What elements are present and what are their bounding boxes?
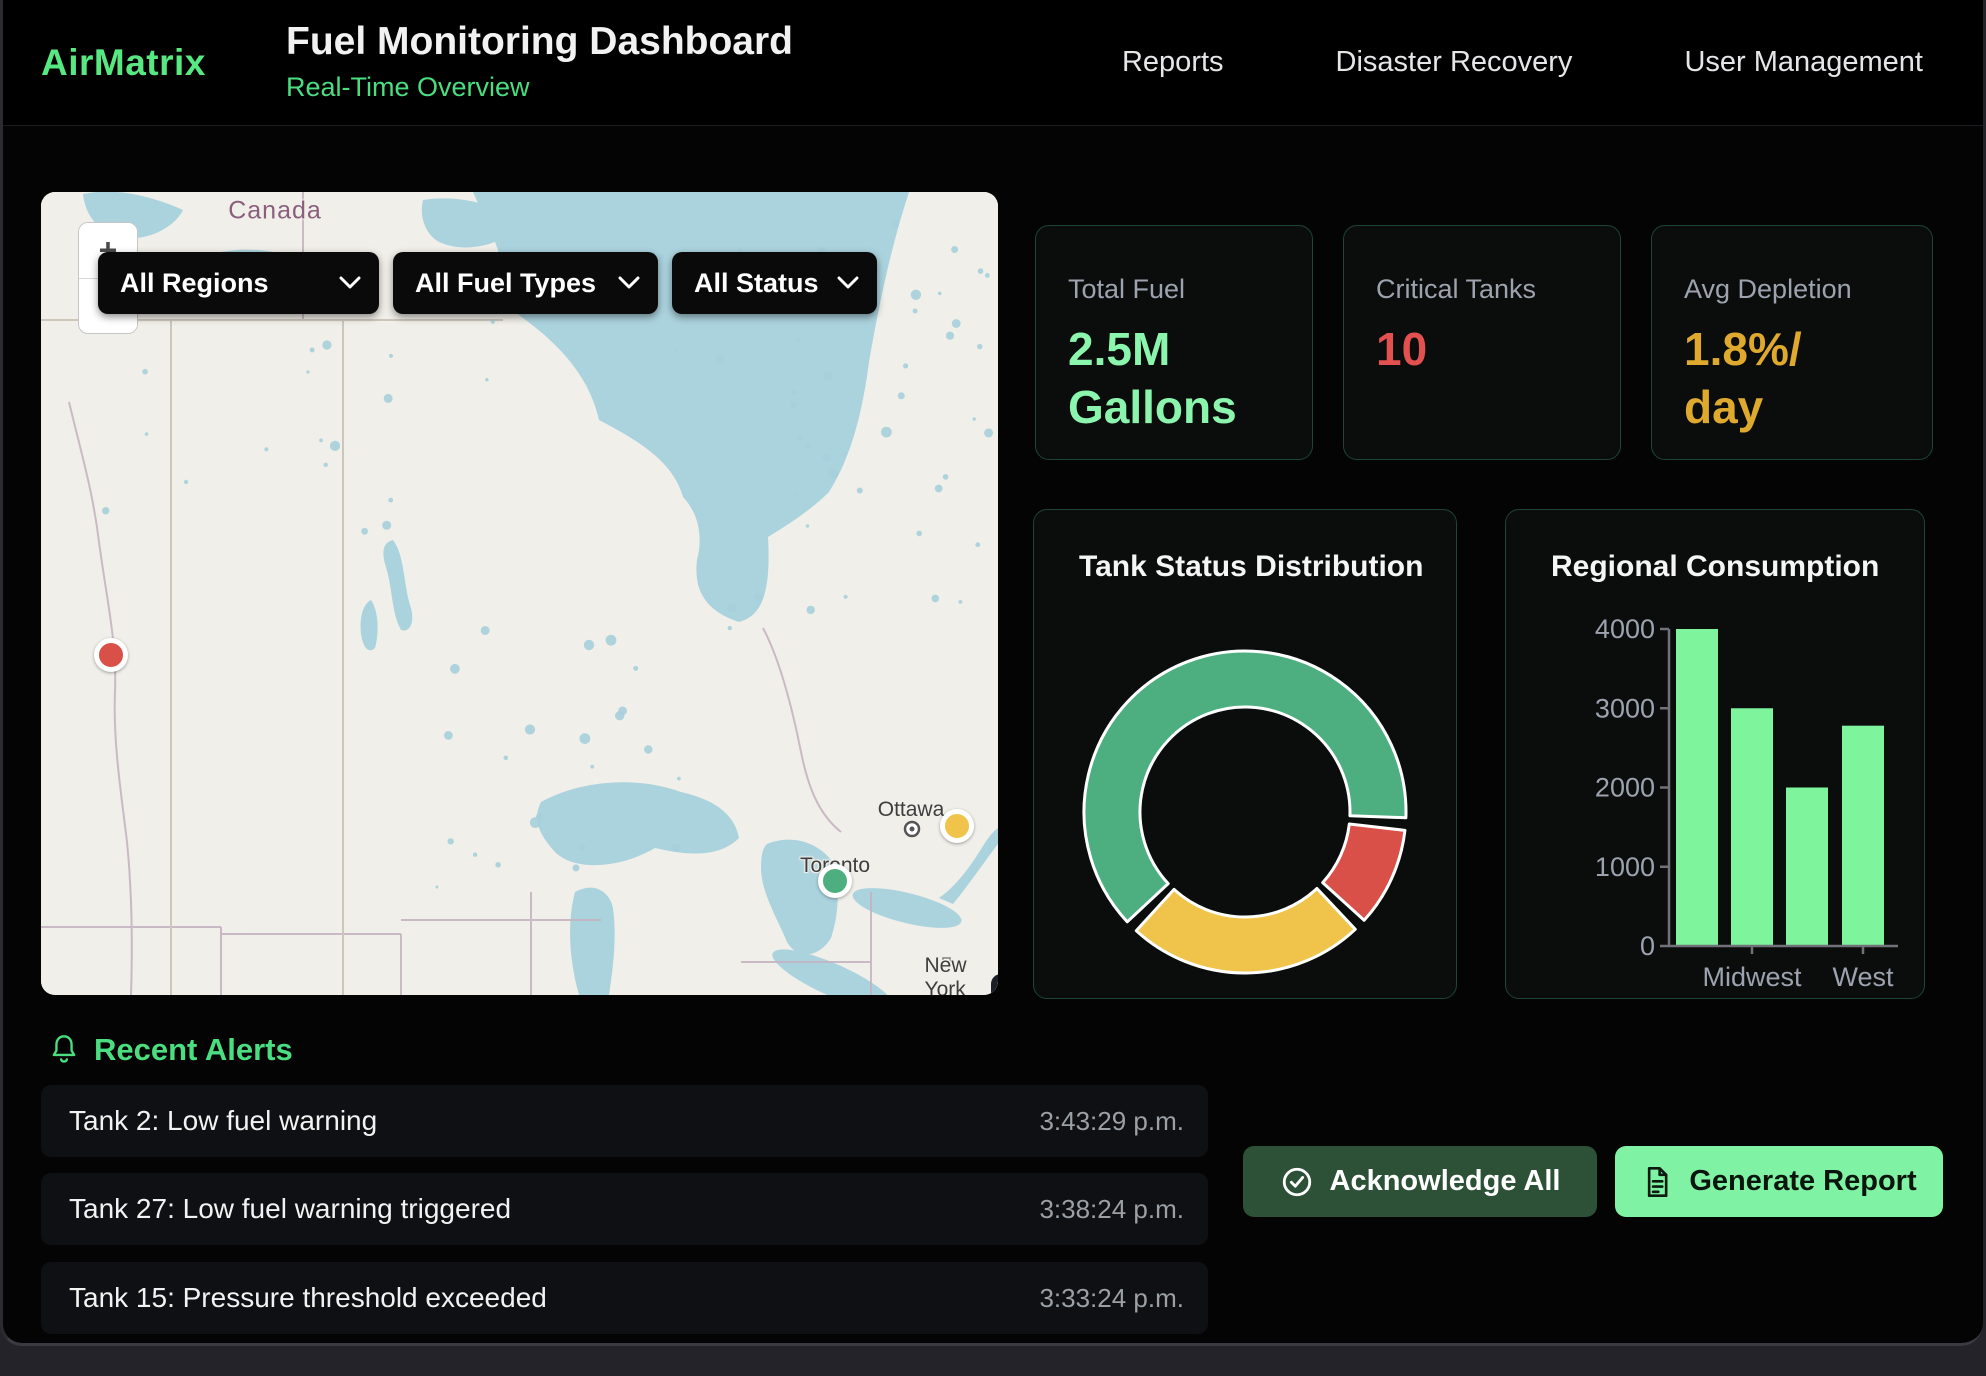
dashboard-root: AirMatrix Fuel Monitoring Dashboard Real… xyxy=(0,0,1983,1346)
stat-card-critical-tanks: Critical Tanks 10 xyxy=(1343,225,1621,460)
svg-text:1000: 1000 xyxy=(1595,852,1655,882)
nav-user-management[interactable]: User Management xyxy=(1684,46,1923,79)
stat-value-critical-tanks: 10 xyxy=(1376,321,1588,379)
nav-disaster-recovery[interactable]: Disaster Recovery xyxy=(1336,46,1573,79)
map-label-new-york: New York xyxy=(925,954,974,995)
status-filter-value: All Status xyxy=(694,268,819,299)
nav-reports[interactable]: Reports xyxy=(1122,46,1224,79)
alert-timestamp: 3:33:24 p.m. xyxy=(1039,1262,1184,1334)
map-label-canada: Canada xyxy=(228,197,322,226)
stat-cards-row: Total Fuel 2.5MGallons Critical Tanks 10… xyxy=(1035,225,1933,460)
acknowledge-all-label: Acknowledge All xyxy=(1330,1165,1561,1198)
chevron-down-icon xyxy=(618,276,640,290)
svg-text:4000: 4000 xyxy=(1595,614,1655,644)
app-logo: AirMatrix xyxy=(41,42,206,84)
generate-report-label: Generate Report xyxy=(1689,1165,1916,1198)
fuel-type-filter-value: All Fuel Types xyxy=(415,268,596,299)
region-filter-select[interactable]: All Regions xyxy=(98,252,379,314)
stat-value-total-fuel: 2.5MGallons xyxy=(1068,321,1280,436)
tank-marker-critical[interactable] xyxy=(94,638,128,672)
tank-marker-warning[interactable] xyxy=(940,809,974,843)
tank-marker-normal[interactable] xyxy=(818,864,852,898)
alerts-title: Recent Alerts xyxy=(94,1032,293,1068)
page-subtitle: Real-Time Overview xyxy=(286,72,793,103)
map-label-ottawa: Ottawa xyxy=(878,798,945,822)
stat-label: Avg Depletion xyxy=(1684,274,1900,305)
acknowledge-all-button[interactable]: Acknowledge All xyxy=(1243,1146,1597,1217)
page-title: Fuel Monitoring Dashboard xyxy=(286,20,793,64)
svg-text:3000: 3000 xyxy=(1595,693,1655,723)
alerts-header: Recent Alerts xyxy=(48,1032,293,1068)
svg-text:2000: 2000 xyxy=(1595,773,1655,803)
region-filter-value: All Regions xyxy=(120,268,269,299)
regional-consumption-bar-chart: 0 1000 2000 3000 4000 Midwest West xyxy=(1506,510,1926,1000)
status-filter-select[interactable]: All Status xyxy=(672,252,877,314)
alert-message: Tank 2: Low fuel warning xyxy=(69,1085,377,1157)
header: AirMatrix Fuel Monitoring Dashboard Real… xyxy=(3,0,1983,126)
generate-report-button[interactable]: Generate Report xyxy=(1615,1146,1943,1217)
svg-text:Midwest: Midwest xyxy=(1702,962,1802,992)
map-filter-bar: All Regions All Fuel Types All Status xyxy=(98,252,877,314)
document-icon xyxy=(1641,1165,1673,1199)
alert-row-2: Tank 27: Low fuel warning triggered 3:38… xyxy=(41,1173,1208,1245)
bell-icon xyxy=(48,1033,80,1067)
stat-card-total-fuel: Total Fuel 2.5MGallons xyxy=(1035,225,1313,460)
alert-message: Tank 15: Pressure threshold exceeded xyxy=(69,1262,547,1334)
stat-label: Total Fuel xyxy=(1068,274,1280,305)
regional-consumption-panel: Regional Consumption 01000200030004000Mi… xyxy=(1505,509,1925,999)
main-nav: Reports Disaster Recovery User Managemen… xyxy=(1122,0,1923,125)
alert-row-3: Tank 15: Pressure threshold exceeded 3:3… xyxy=(41,1262,1208,1334)
fuel-type-filter-select[interactable]: All Fuel Types xyxy=(393,252,658,314)
tank-status-donut-chart xyxy=(1034,510,1458,1000)
chevron-down-icon xyxy=(837,276,859,290)
svg-text:West: West xyxy=(1832,962,1894,992)
alert-message: Tank 27: Low fuel warning triggered xyxy=(69,1173,511,1245)
fuel-map[interactable]: Canada Ottawa Toronto New York + − All R… xyxy=(41,192,998,995)
tank-status-panel: Tank Status Distribution xyxy=(1033,509,1457,999)
alert-timestamp: 3:38:24 p.m. xyxy=(1039,1173,1184,1245)
chevron-down-icon xyxy=(339,276,361,290)
stat-card-avg-depletion: Avg Depletion 1.8%/day xyxy=(1651,225,1933,460)
alert-row-1: Tank 2: Low fuel warning 3:43:29 p.m. xyxy=(41,1085,1208,1157)
map-resize-handle[interactable] xyxy=(991,974,998,995)
stat-label: Critical Tanks xyxy=(1376,274,1588,305)
alert-timestamp: 3:43:29 p.m. xyxy=(1039,1085,1184,1157)
charts-row: Tank Status Distribution Regional Consum… xyxy=(1033,509,1925,999)
check-circle-icon xyxy=(1280,1165,1314,1199)
title-block: Fuel Monitoring Dashboard Real-Time Over… xyxy=(286,20,793,103)
stat-value-avg-depletion: 1.8%/day xyxy=(1684,321,1900,436)
svg-text:0: 0 xyxy=(1640,931,1655,961)
